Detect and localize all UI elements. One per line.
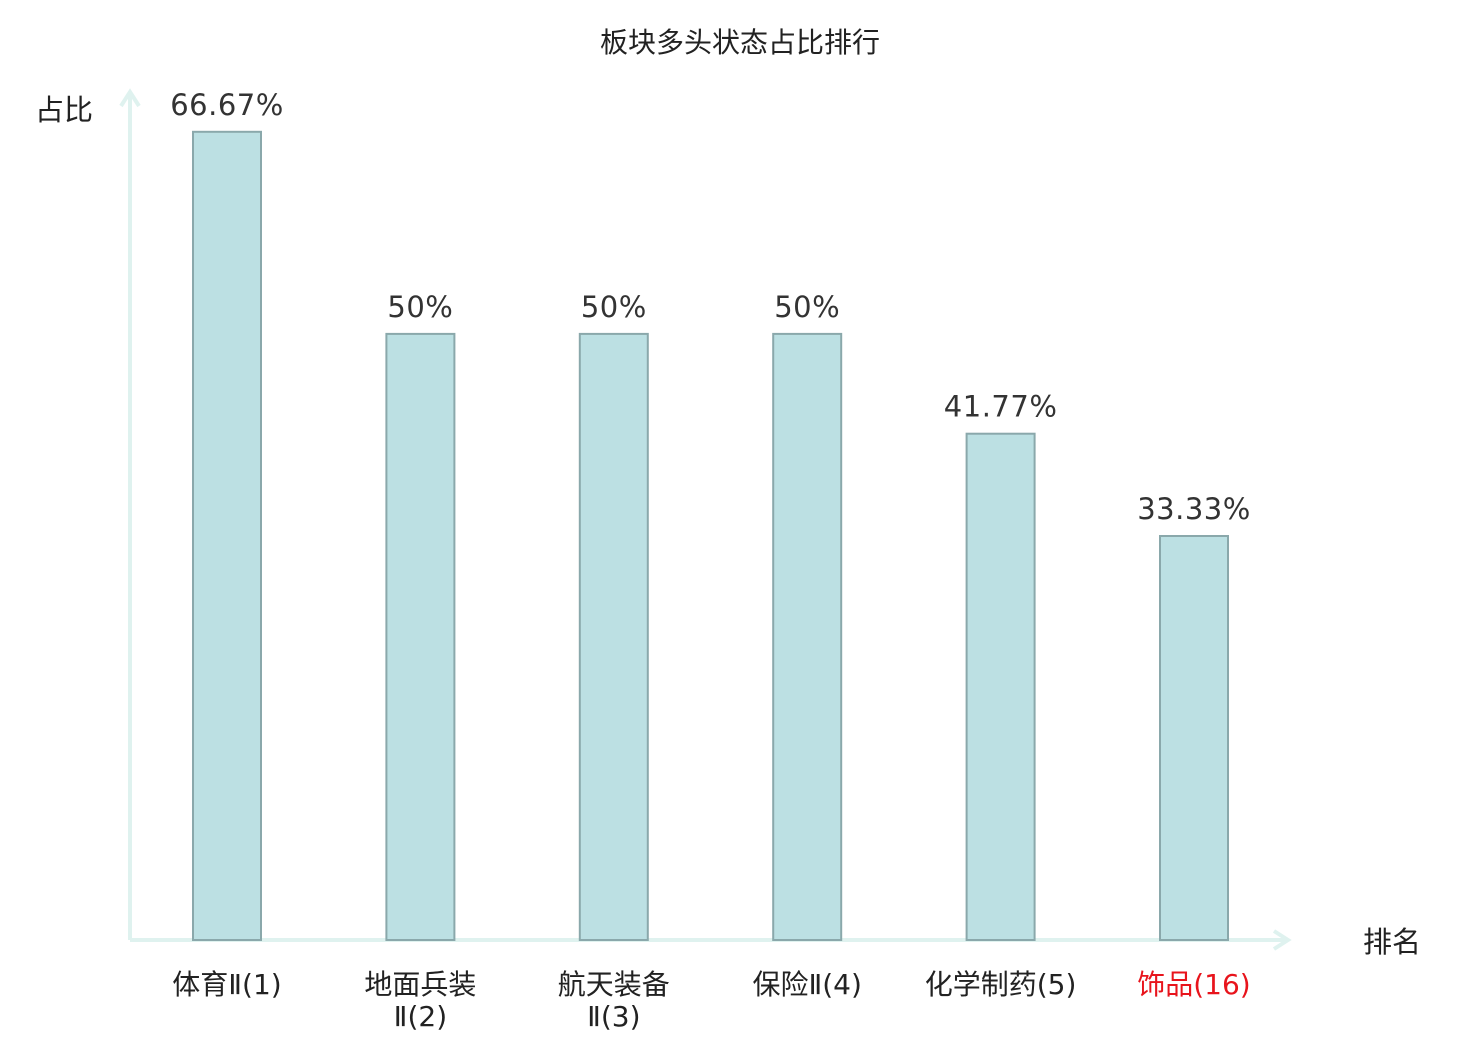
category-label-line: 化学制药(5) (925, 968, 1077, 1001)
category-labels-group: 体育Ⅱ(1) 地面兵装 Ⅱ(2) 航天装备 Ⅱ(3) 保险Ⅱ(4) 化学制药(5) 饰品(16… (172, 968, 1250, 1033)
value-labels-group: 66.67% 50% 50% 50% 41.77% 33.33% (170, 88, 1251, 526)
axes (119, 88, 1292, 951)
value-label-4: 50% (774, 290, 840, 324)
category-label-line: 体育Ⅱ(1) (172, 968, 281, 1001)
value-label-6: 33.33% (1137, 492, 1251, 526)
chart-title: 板块多头状态占比排行 (600, 26, 880, 59)
category-label-line: Ⅱ(3) (587, 1000, 640, 1033)
x-axis-label: 排名 (1363, 925, 1421, 959)
bar-4 (772, 332, 843, 941)
bar-5 (965, 432, 1036, 941)
bar-6 (1159, 535, 1229, 941)
bar-3 (578, 332, 649, 941)
category-label-4: 保险Ⅱ(4) (752, 968, 861, 1001)
category-label-5: 化学制药(5) (925, 968, 1077, 1001)
value-label-3: 50% (581, 290, 647, 324)
value-label-2: 50% (387, 290, 453, 324)
category-label-line: Ⅱ(2) (394, 1000, 447, 1033)
category-label-6: 饰品(16) (1137, 968, 1250, 1001)
value-label-5: 41.77% (944, 390, 1058, 424)
y-axis-label: 占比 (35, 93, 93, 127)
bar-1 (192, 130, 262, 942)
bars-group (192, 130, 1229, 942)
category-label-2: 地面兵装 Ⅱ(2) (364, 968, 476, 1033)
x-axis-line (130, 929, 1292, 951)
value-label-1: 66.67% (170, 88, 284, 122)
category-label-line: 航天装备 (558, 968, 670, 1001)
category-label-line: 饰品(16) (1137, 968, 1250, 1001)
y-axis-line (119, 88, 141, 940)
category-label-line: 保险Ⅱ(4) (752, 968, 861, 1001)
category-label-3: 航天装备 Ⅱ(3) (558, 968, 670, 1033)
bar-2 (385, 332, 456, 941)
category-label-line: 地面兵装 (364, 968, 476, 1001)
category-label-1: 体育Ⅱ(1) (172, 968, 281, 1001)
